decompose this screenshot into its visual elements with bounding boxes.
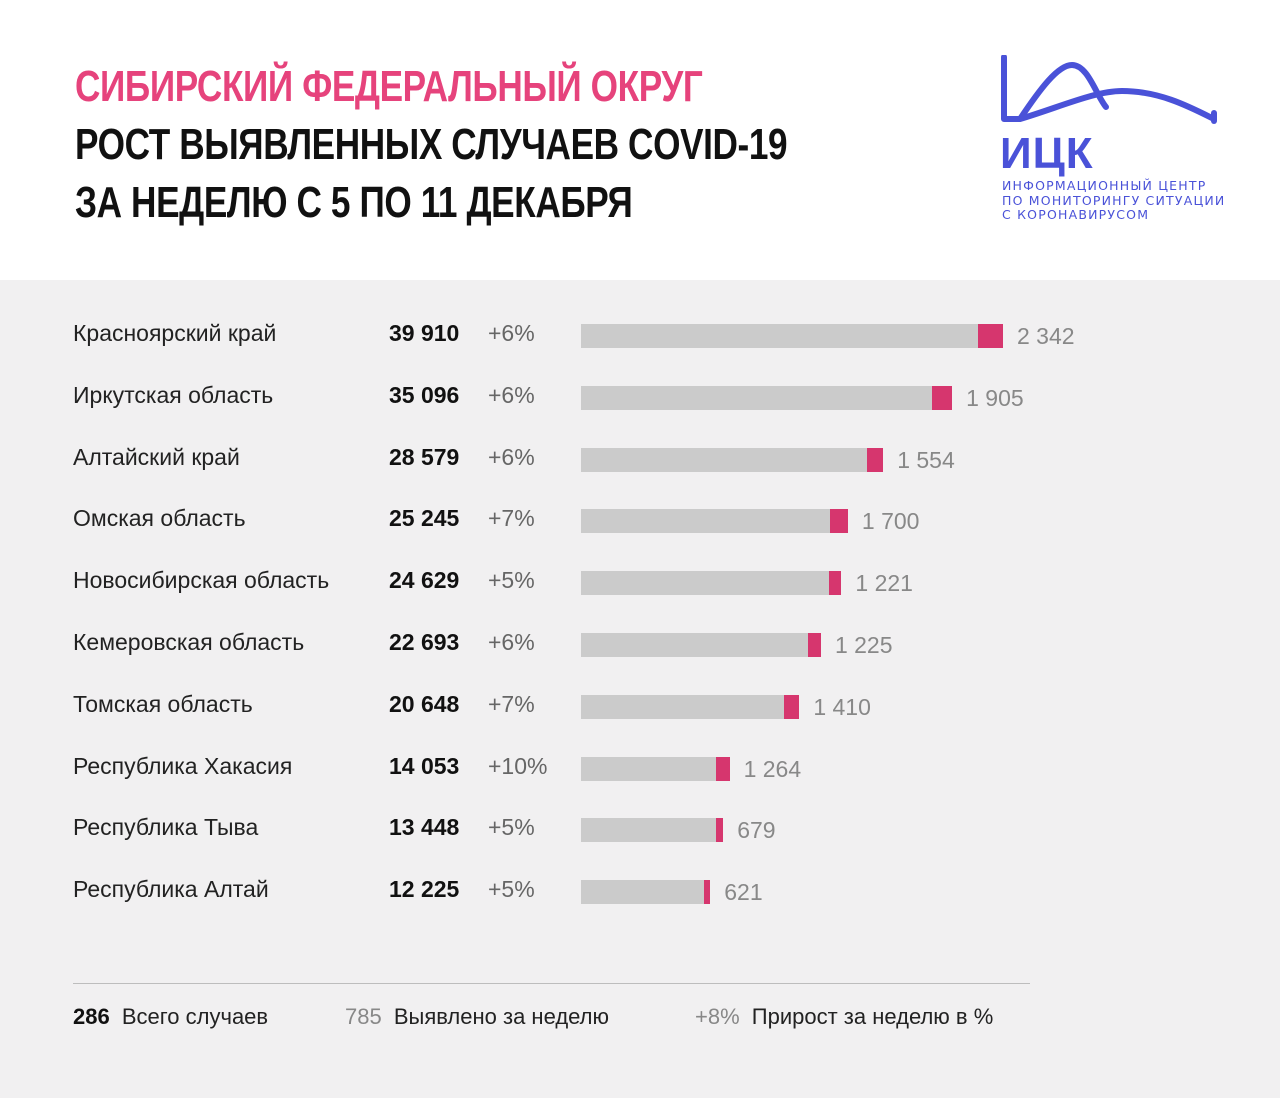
legend-growth: +8% Прирост за неделю в % [695, 1003, 993, 1031]
logo-subtitle-line2: ПО МОНИТОРИНГУ СИТУАЦИИ [1002, 192, 1226, 208]
weekly-new-label: 1 221 [855, 570, 913, 597]
growth-percent-label: +6% [488, 443, 535, 470]
growth-percent-label: +7% [488, 690, 535, 717]
total-cases-label: 39 910 [389, 320, 460, 346]
region-label: Омская область [73, 505, 246, 532]
weekly-new-label: 2 342 [1017, 323, 1075, 349]
total-cases-label: 13 448 [389, 814, 460, 841]
logo-subtitle-line3: С КОРОНАВИРУСОМ [1002, 207, 1150, 222]
logo-abbreviation: ИЦК [1000, 129, 1094, 178]
legend-growth-example: +8% [695, 1004, 740, 1029]
weekly-new-label: 621 [724, 879, 763, 906]
bar-weekly-increment [829, 509, 848, 534]
bar-weekly-increment [828, 571, 842, 596]
bar-total-before-week [581, 694, 785, 719]
region-label: Республика Тыва [73, 814, 259, 841]
weekly-new-label: 1 225 [834, 632, 893, 658]
bar-total-before-week [581, 324, 979, 348]
bar-weekly-increment [716, 818, 724, 843]
bar-total-before-week [581, 447, 867, 472]
growth-percent-label: +5% [488, 876, 535, 903]
region-label: Томская область [73, 690, 253, 717]
bar-total-before-week [581, 818, 717, 843]
bar-total-before-week [581, 509, 830, 534]
title-period: ЗА НЕДЕЛЮ С 5 ПО 11 ДЕКАБРЯ [75, 178, 633, 227]
growth-percent-label: +6% [488, 320, 535, 346]
legend-new-label: Выявлено за неделю [393, 1004, 610, 1029]
region-label: Алтайский край [73, 443, 240, 470]
wave-logo-icon [1001, 55, 1217, 124]
bar-total-before-week [581, 880, 704, 905]
bar-weekly-increment [703, 880, 711, 905]
logo-subtitle-line1: ИНФОРМАЦИОННЫЙ ЦЕНТР [1002, 178, 1207, 193]
weekly-new-label: 1 905 [966, 384, 1024, 411]
bar-weekly-increment [978, 324, 1003, 348]
growth-percent-label: +5% [488, 567, 535, 594]
bar-weekly-increment [716, 756, 730, 781]
legend-total-label: Всего случаев [121, 1004, 269, 1029]
legend-total-example: 286 [73, 1004, 110, 1029]
growth-percent-label: +10% [488, 752, 548, 779]
bar-total-before-week [581, 756, 717, 781]
region-label: Республика Алтай [73, 876, 269, 903]
total-cases-label: 20 648 [389, 690, 460, 717]
total-cases-label: 22 693 [389, 629, 460, 655]
growth-percent-label: +6% [488, 629, 535, 655]
growth-percent-label: +5% [488, 814, 535, 841]
total-cases-label: 24 629 [389, 567, 460, 594]
legend-new: 785 Выявлено за неделю [345, 1003, 609, 1031]
growth-percent-label: +7% [488, 505, 535, 532]
bar-total-before-week [581, 571, 829, 596]
weekly-new-label: 1 554 [897, 446, 955, 473]
title-subject: РОСТ ВЫЯВЛЕННЫХ СЛУЧАЕВ COVID-19 [75, 120, 788, 169]
region-label: Иркутская область [73, 381, 274, 408]
legend-divider [73, 983, 1030, 984]
weekly-new-label: 1 700 [861, 508, 920, 535]
ick-logo: ИЦК ИНФОРМАЦИОННЫЙ ЦЕНТР ПО МОНИТОРИНГУ … [1000, 55, 1224, 235]
chart-panel [0, 280, 1280, 1098]
total-cases-label: 35 096 [389, 381, 460, 408]
region-label: Республика Хакасия [73, 752, 293, 779]
total-cases-label: 12 225 [389, 876, 460, 903]
bar-weekly-increment [931, 385, 953, 410]
bar-total-before-week [581, 633, 808, 657]
region-label: Кемеровская область [73, 629, 305, 655]
region-label: Новосибирская область [73, 567, 330, 594]
legend-growth-label: Прирост за неделю в % [751, 1004, 994, 1029]
growth-percent-label: +6% [488, 381, 535, 408]
bar-weekly-increment [807, 633, 821, 657]
total-cases-label: 28 579 [389, 443, 460, 470]
bar-weekly-increment [784, 694, 800, 719]
logo-subtitle: ИНФОРМАЦИОННЫЙ ЦЕНТР ПО МОНИТОРИНГУ СИТУ… [1002, 178, 1226, 223]
region-label: Красноярский край [73, 320, 277, 346]
weekly-new-label: 1 264 [743, 755, 802, 782]
bar-weekly-increment [866, 447, 884, 472]
bar-total-before-week [581, 385, 932, 410]
total-cases-label: 25 245 [389, 505, 460, 532]
total-cases-label: 14 053 [389, 752, 460, 779]
weekly-new-label: 1 410 [813, 693, 871, 720]
legend-new-example: 785 [345, 1004, 382, 1029]
weekly-new-label: 679 [737, 817, 776, 844]
header: СИБИРСКИЙ ФЕДЕРАЛЬНЫЙ ОКРУГ РОСТ ВЫЯВЛЕН… [0, 0, 1280, 280]
legend-total: 286 Всего случаев [73, 1003, 268, 1031]
title-region: СИБИРСКИЙ ФЕДЕРАЛЬНЫЙ ОКРУГ [75, 62, 703, 111]
